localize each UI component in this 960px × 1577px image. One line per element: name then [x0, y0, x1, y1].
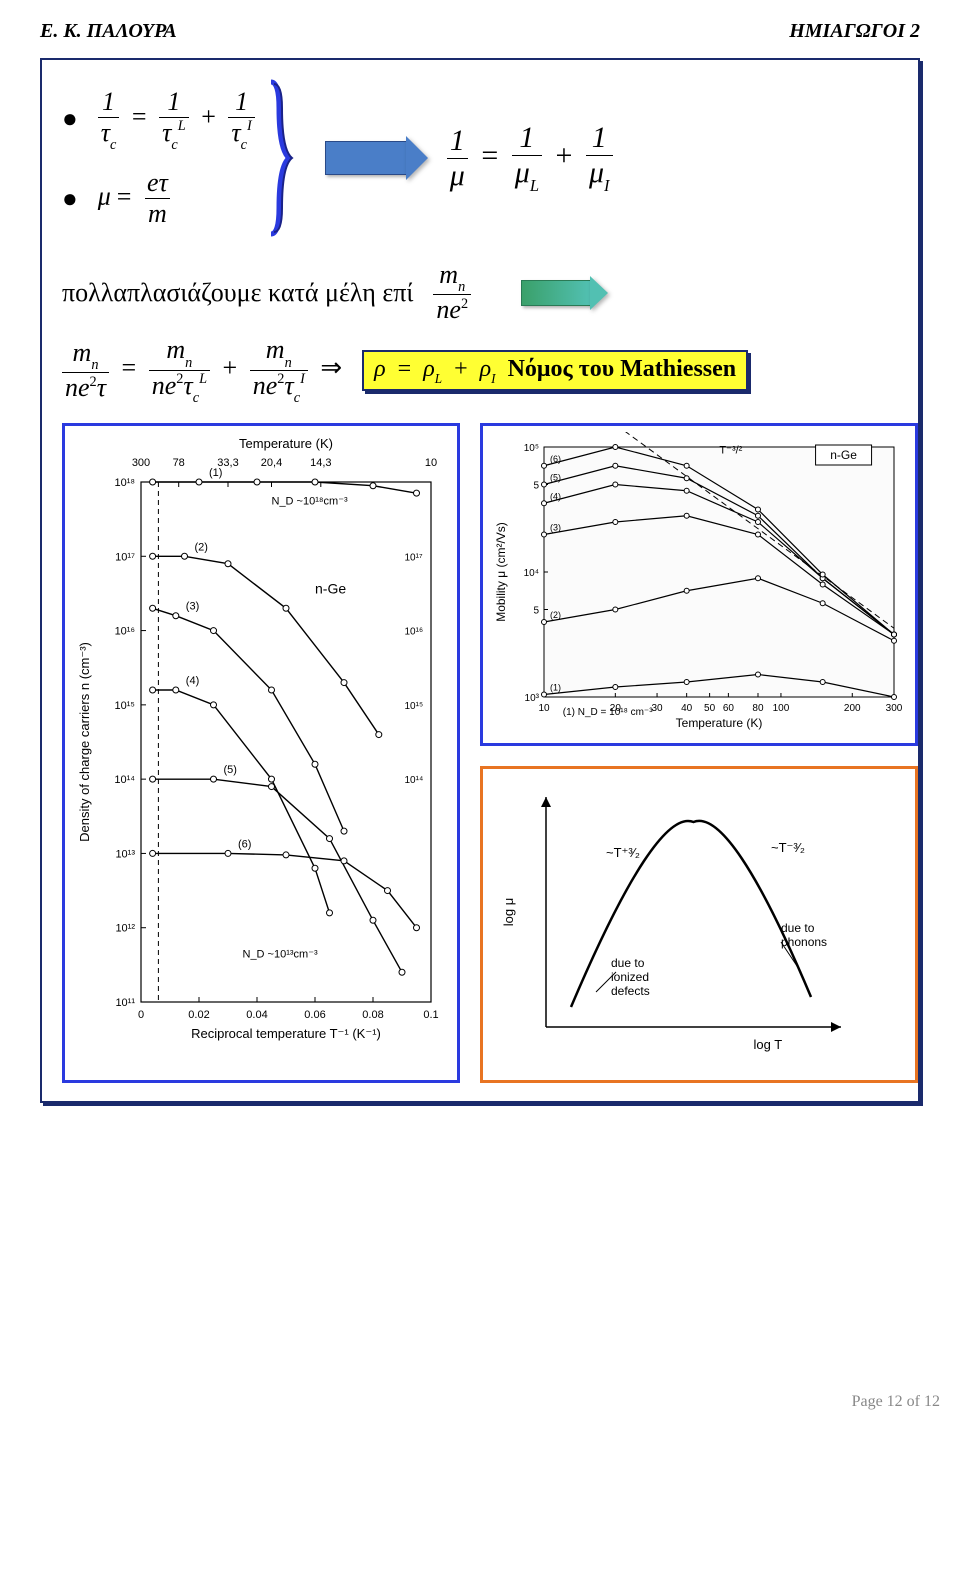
svg-text:n-Ge: n-Ge — [315, 581, 346, 597]
eq-mu: μ= eτm — [98, 170, 171, 227]
svg-text:10¹⁵: 10¹⁵ — [115, 700, 135, 712]
svg-text:10¹⁸: 10¹⁸ — [114, 477, 135, 489]
svg-text:(2): (2) — [195, 542, 208, 554]
svg-text:60: 60 — [723, 703, 735, 714]
svg-text:~T⁻³⁄₂: ~T⁻³⁄₂ — [771, 840, 805, 855]
svg-text:30: 30 — [651, 703, 663, 714]
svg-text:ionized: ionized — [611, 970, 649, 984]
svg-text:0.06: 0.06 — [304, 1009, 325, 1021]
svg-text:0: 0 — [138, 1009, 144, 1021]
svg-text:Density of charge carriers n (: Density of charge carriers n (cm⁻³) — [77, 643, 92, 843]
svg-text:80: 80 — [752, 703, 764, 714]
arrow-icon — [325, 141, 407, 175]
content-frame: ● 1τc = 1τcL + 1τcI ● μ= eτm — [40, 58, 920, 1103]
eq-tau: 1τc = 1τcL + 1τcI — [98, 89, 255, 150]
svg-text:10³: 10³ — [525, 693, 540, 704]
frac-mn: mnne2 — [433, 262, 471, 323]
svg-text:40: 40 — [681, 703, 693, 714]
svg-text:defects: defects — [611, 984, 650, 998]
svg-text:10¹²: 10¹² — [115, 923, 135, 935]
svg-text:phonons: phonons — [781, 935, 827, 949]
svg-text:10⁴: 10⁴ — [524, 568, 539, 579]
figure-logmu: log Tlog μ~T⁺³⁄₂~T⁻³⁄₂due toionizeddefec… — [480, 766, 918, 1083]
bullet: ● — [62, 184, 78, 214]
svg-text:10¹⁶: 10¹⁶ — [405, 627, 424, 638]
svg-text:200: 200 — [844, 703, 861, 714]
svg-text:0.02: 0.02 — [188, 1009, 209, 1021]
brace-icon — [265, 78, 295, 238]
svg-text:(5): (5) — [550, 473, 561, 483]
header-left: Ε. Κ. ΠΑΛΟΥΡΑ — [40, 20, 177, 43]
header-right: ΗΜΙΑΓΩΓΟΙ 2 — [789, 20, 920, 43]
svg-text:Mobility μ (cm²/Vs): Mobility μ (cm²/Vs) — [494, 523, 508, 623]
svg-text:300: 300 — [886, 703, 903, 714]
svg-text:5: 5 — [533, 606, 539, 617]
arrow-icon — [521, 280, 591, 306]
multiply-text: πολλαπλασιάζουμε κατά μέλη επί — [62, 278, 413, 308]
figure-mobility: 10203040506080100200300Temperature (K)10… — [480, 423, 918, 746]
svg-text:10¹¹: 10¹¹ — [115, 997, 135, 1009]
svg-text:(1): (1) — [209, 467, 222, 479]
svg-text:(2): (2) — [550, 610, 561, 620]
svg-text:Temperature (K): Temperature (K) — [239, 436, 333, 451]
svg-text:0.1: 0.1 — [423, 1009, 438, 1021]
svg-text:(3): (3) — [550, 523, 561, 533]
svg-text:300: 300 — [132, 457, 150, 469]
svg-text:log T: log T — [754, 1037, 783, 1052]
svg-text:Temperature (K): Temperature (K) — [676, 716, 763, 730]
eq-mu-sum: 1μ = 1μL + 1μI — [447, 123, 613, 193]
figure-density: Temperature (K)3007833,320,414,31000.020… — [62, 423, 460, 1083]
svg-text:10¹⁶: 10¹⁶ — [115, 626, 135, 638]
svg-text:10¹³: 10¹³ — [115, 849, 135, 861]
svg-text:due to: due to — [781, 921, 815, 935]
svg-text:N_D ~10¹⁸cm⁻³: N_D ~10¹⁸cm⁻³ — [272, 496, 348, 508]
svg-text:10¹⁷: 10¹⁷ — [115, 552, 135, 564]
bullet: ● — [62, 104, 78, 134]
svg-text:(4): (4) — [186, 675, 199, 687]
svg-text:10¹⁷: 10¹⁷ — [405, 553, 423, 564]
svg-text:14,3: 14,3 — [310, 457, 331, 469]
svg-text:20,4: 20,4 — [261, 457, 282, 469]
svg-text:(1): (1) — [550, 683, 561, 693]
svg-text:10¹⁴: 10¹⁴ — [405, 776, 424, 787]
svg-text:78: 78 — [173, 457, 185, 469]
svg-text:10: 10 — [538, 703, 550, 714]
svg-text:10¹⁵: 10¹⁵ — [405, 701, 424, 712]
svg-text:T⁻³/²: T⁻³/² — [719, 445, 742, 457]
svg-text:N_D ~10¹³cm⁻³: N_D ~10¹³cm⁻³ — [243, 949, 319, 961]
svg-text:(1) N_D = 10¹⁸ cm⁻³: (1) N_D = 10¹⁸ cm⁻³ — [563, 707, 653, 718]
svg-text:100: 100 — [773, 703, 790, 714]
svg-text:n-Ge: n-Ge — [830, 448, 857, 462]
svg-text:(5): (5) — [224, 765, 237, 777]
svg-text:0.04: 0.04 — [246, 1009, 267, 1021]
svg-text:50: 50 — [704, 703, 716, 714]
svg-text:(3): (3) — [186, 601, 199, 613]
eq-rho-deriv: mnne2τ = mnne2τcL + mnne2τcI ⇒ — [62, 337, 348, 403]
svg-text:10¹⁴: 10¹⁴ — [114, 775, 135, 787]
mathiessen-box: ρ = ρL + ρI Νόμος του Mathiessen — [362, 350, 748, 392]
svg-text:(6): (6) — [238, 839, 251, 851]
svg-text:~T⁺³⁄₂: ~T⁺³⁄₂ — [606, 845, 640, 860]
svg-text:(4): (4) — [550, 492, 561, 502]
svg-text:10: 10 — [425, 457, 437, 469]
svg-text:Reciprocal temperature T⁻¹ (K⁻: Reciprocal temperature T⁻¹ (K⁻¹) — [191, 1026, 381, 1041]
svg-text:due to: due to — [611, 956, 645, 970]
svg-text:log μ: log μ — [501, 898, 516, 926]
svg-text:0.08: 0.08 — [362, 1009, 383, 1021]
svg-text:10⁵: 10⁵ — [524, 443, 539, 454]
page-footer: Page 12 of 12 — [0, 1133, 960, 1421]
svg-text:(6): (6) — [550, 454, 561, 464]
svg-text:5: 5 — [533, 481, 539, 492]
